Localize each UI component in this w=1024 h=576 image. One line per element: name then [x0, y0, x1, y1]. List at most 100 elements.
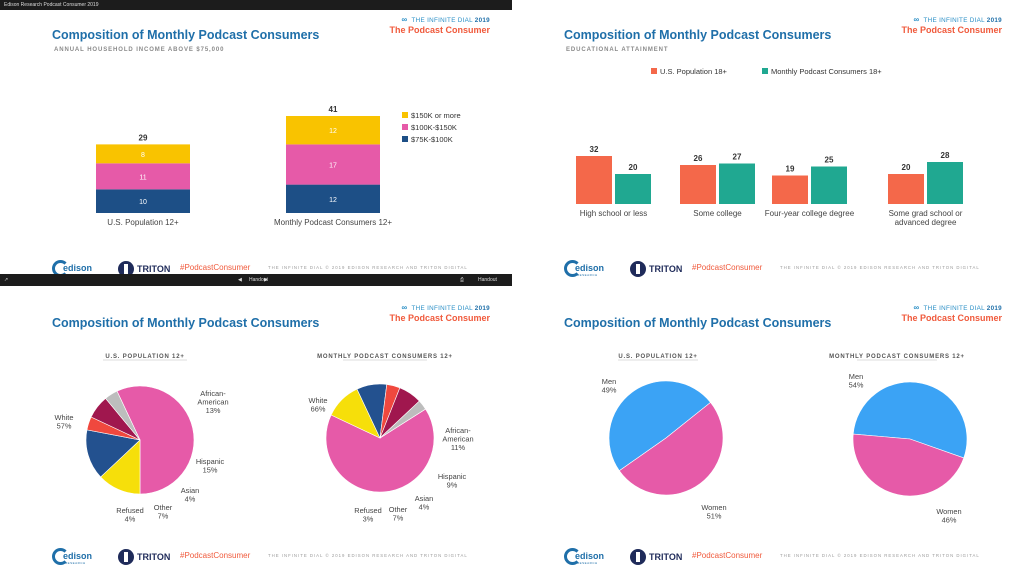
bar-value-label: 20	[629, 163, 638, 172]
bar-2-1	[811, 166, 847, 204]
slide-income: Composition of Monthly Podcast Consumers…	[0, 0, 512, 288]
edison-ring-icon	[564, 548, 581, 565]
pie-slice-label: African-	[445, 426, 471, 435]
education-grouped-bar-chart: U.S. Population 18+ Monthly Podcast Consu…	[576, 67, 963, 227]
pie-slice-percent: 49%	[602, 386, 617, 395]
presentation-controls: ↗ ◀ Handout ▶ ⎙ Handout	[0, 274, 512, 286]
segment-label: 12	[329, 128, 337, 135]
hashtag: #PodcastConsumer	[180, 263, 251, 272]
triton-mark-icon	[118, 549, 134, 565]
slide-footer: edison RESEARCH TRITON #PodcastConsumer …	[512, 248, 1024, 288]
pie-slice-percent: 54%	[849, 381, 864, 390]
triton-mark-icon	[630, 261, 646, 277]
legend-label: $150K or more	[411, 111, 461, 120]
brand-infinite-dial: INFINITE DIAL	[427, 305, 473, 312]
pie-slice-label: Men	[849, 372, 863, 381]
pie-slice-percent: 57%	[57, 422, 72, 431]
bar-3-1	[927, 162, 963, 204]
legend-swatch	[402, 112, 408, 118]
legend-swatch	[762, 68, 768, 74]
pie-slice-men	[608, 380, 711, 472]
hashtag: #PodcastConsumer	[692, 263, 763, 272]
bar-segment-1-1	[286, 144, 380, 185]
slide-footer: edison RESEARCH TRITON #PodcastConsumer …	[512, 536, 1024, 576]
pie-slice-label: American	[442, 435, 473, 444]
pie-slice-percent: 7%	[393, 514, 404, 523]
legend-label: U.S. Population 18+	[660, 67, 728, 76]
pie-slice-percent: 7%	[158, 512, 169, 521]
brand-prefix: THE	[923, 17, 937, 24]
bar-segment-1-0	[286, 184, 380, 213]
pie-slice-label: White	[309, 396, 328, 405]
slide-subtitle: EDUCATIONAL ATTAINMENT	[566, 47, 669, 53]
category-label: Four-year college degree	[765, 209, 855, 218]
prev-slide-button[interactable]: ◀	[238, 277, 242, 283]
hashtag: #PodcastConsumer	[692, 551, 763, 560]
copyright: THE INFINITE DIAL © 2019 EDISON RESEARCH…	[268, 553, 468, 558]
bar-segment-0-2	[96, 144, 190, 164]
category-label: advanced degree	[895, 218, 957, 227]
infinity-icon: ∞	[401, 15, 408, 24]
category-label: U.S. Population 12+	[107, 218, 179, 227]
bar-value-label: 26	[694, 154, 703, 163]
pie-slice-percent: 66%	[311, 405, 326, 414]
bar-segment-0-0	[96, 189, 190, 213]
window-title-bar: Edison Research Podcast Consumer 2019	[0, 0, 512, 10]
pie-slice-percent: 13%	[206, 406, 221, 415]
brand-block: ∞ THE INFINITE DIAL 2019 The Podcast Con…	[389, 15, 490, 35]
slide-title: Composition of Monthly Podcast Consumers	[564, 28, 832, 42]
triton-mark-icon	[118, 261, 134, 277]
bar-2-0	[772, 175, 808, 204]
pie-slice-label: American	[197, 398, 228, 407]
slide-gender: Composition of Monthly Podcast Consumers…	[512, 288, 1024, 576]
pie-slice-percent: 4%	[419, 503, 430, 512]
bar-0-1	[615, 174, 651, 204]
pie-slice-label: Men	[602, 377, 616, 386]
legend-swatch	[402, 124, 408, 130]
legend-swatch	[651, 68, 657, 74]
brand-block: ∞ THE INFINITE DIAL 2019 The Podcast Con…	[901, 303, 1002, 323]
pie-slice-label: Women	[936, 507, 961, 516]
gender-pie-charts: U.S. POPULATION 12+ MONTHLY PODCAST CONSU…	[602, 354, 968, 525]
next-slide-button[interactable]: ▶	[264, 277, 268, 283]
infinity-icon: ∞	[401, 303, 408, 312]
handout-menu-button[interactable]: Handout	[478, 277, 497, 283]
brand-infinite-dial: INFINITE DIAL	[939, 17, 985, 24]
income-stacked-bar-chart: 10 11 8 29 U.S. Population 12+ 12 17 12 41 Monthl…	[96, 105, 461, 227]
copyright: THE INFINITE DIAL © 2019 EDISON RESEARCH…	[268, 265, 468, 270]
edison-ring-icon	[52, 548, 69, 565]
pie-slice-white	[116, 385, 195, 495]
bar-segment-0-1	[96, 163, 190, 190]
bar-1-1	[719, 163, 755, 204]
print-icon[interactable]: ⎙	[460, 277, 465, 283]
category-label: Monthly Podcast Consumers 12+	[274, 218, 392, 227]
brand-infinite-dial: INFINITE DIAL	[939, 305, 985, 312]
slide-mode-label: Handout	[249, 277, 268, 283]
pointer-icon[interactable]: ↗	[4, 277, 9, 283]
slide-education: Composition of Monthly Podcast Consumers…	[512, 0, 1024, 288]
pie-slice-refused	[379, 400, 427, 439]
brand-podcast-consumer: The Podcast Consumer	[389, 25, 490, 35]
pie-slice-white	[325, 408, 435, 493]
slide-subtitle: ANNUAL HOUSEHOLD INCOME ABOVE $75,000	[54, 47, 225, 53]
window-title: Edison Research Podcast Consumer 2019	[4, 2, 99, 8]
bar-value-label: 32	[590, 145, 599, 154]
brand-prefix: THE	[923, 305, 937, 312]
brand-infinite-dial: INFINITE DIAL	[427, 17, 473, 24]
bar-1-0	[680, 165, 716, 204]
slide-title: Composition of Monthly Podcast Consumers	[52, 316, 320, 330]
slide-ethnicity: Composition of Monthly Podcast Consumers…	[0, 288, 512, 576]
segment-label: 17	[329, 163, 337, 170]
bar-value-label: 25	[825, 156, 834, 165]
pie-slice-percent: 4%	[185, 495, 196, 504]
pie-heading: U.S. POPULATION 12+	[618, 354, 697, 360]
bar-value-label: 27	[733, 153, 742, 162]
brand-podcast-consumer: The Podcast Consumer	[901, 25, 1002, 35]
brand-year: 2019	[474, 305, 490, 312]
legend-label: $100K-$150K	[411, 123, 457, 132]
pie-heading: U.S. POPULATION 12+	[105, 354, 184, 360]
brand-year: 2019	[986, 305, 1002, 312]
pie-slice-percent: 11%	[451, 443, 466, 452]
pie-slice-label: White	[55, 413, 74, 422]
brand-prefix: THE	[411, 17, 425, 24]
